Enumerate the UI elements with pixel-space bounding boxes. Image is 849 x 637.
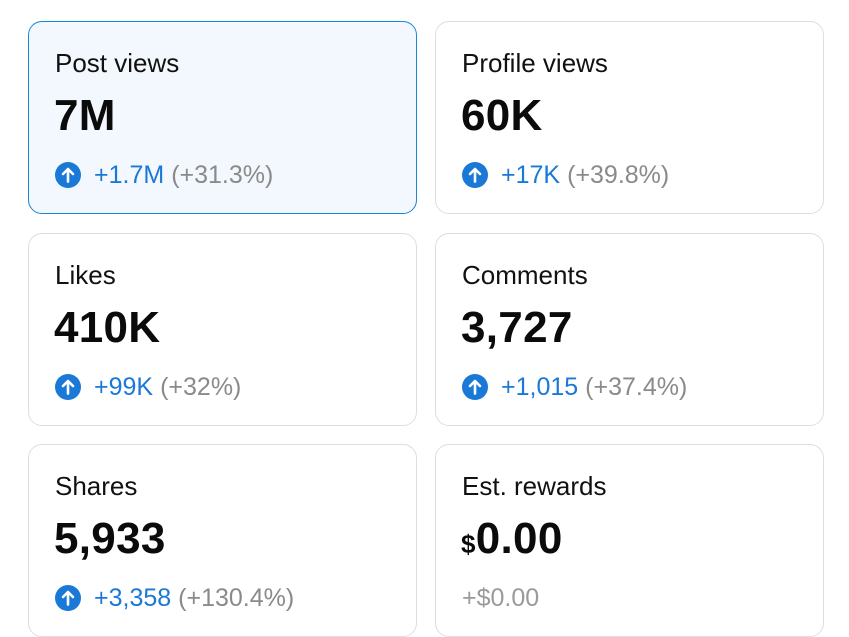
stat-card-est-rewards[interactable]: Est. rewards $0.00 +$0.00	[435, 444, 824, 637]
stat-label: Profile views	[462, 48, 608, 78]
stat-delta: +99K (+32%)	[55, 372, 241, 402]
arrow-up-circle-icon	[462, 162, 488, 188]
stat-value: 410K	[54, 303, 161, 352]
stat-delta-absolute: +1.7M	[94, 160, 165, 189]
stat-delta-percent: (+31.3%)	[171, 160, 274, 189]
stat-label: Shares	[55, 471, 138, 501]
stat-value: 3,727	[461, 303, 573, 352]
stat-delta-percent: (+37.4%)	[585, 372, 688, 401]
stat-delta-absolute: +$0.00	[462, 583, 540, 612]
stat-delta: +1,015 (+37.4%)	[462, 372, 687, 402]
stat-delta-percent: (+39.8%)	[567, 160, 670, 189]
stat-delta-absolute: +99K	[94, 372, 154, 401]
stat-value: 5,933	[54, 514, 166, 563]
currency-symbol: $	[461, 529, 476, 559]
stat-value: 60K	[461, 91, 543, 140]
stat-delta: +$0.00	[462, 583, 539, 613]
stat-delta-percent: (+130.4%)	[178, 583, 295, 612]
arrow-up-circle-icon	[55, 374, 81, 400]
stat-value: $0.00	[461, 514, 563, 564]
stat-value-amount: 0.00	[475, 514, 563, 563]
stat-delta-percent: (+32%)	[160, 372, 242, 401]
stat-label: Likes	[55, 260, 116, 290]
arrow-up-circle-icon	[55, 162, 81, 188]
stat-label: Post views	[55, 48, 180, 78]
stat-delta-absolute: +17K	[501, 160, 561, 189]
stat-delta-absolute: +1,015	[501, 372, 579, 401]
stat-card-likes[interactable]: Likes 410K +99K (+32%)	[28, 233, 417, 426]
stat-card-profile-views[interactable]: Profile views 60K +17K (+39.8%)	[435, 21, 824, 214]
stat-delta: +17K (+39.8%)	[462, 160, 669, 190]
stat-value: 7M	[54, 91, 116, 140]
stat-label: Comments	[462, 260, 588, 290]
arrow-up-circle-icon	[462, 374, 488, 400]
stat-label: Est. rewards	[462, 471, 607, 501]
stat-delta: +3,358 (+130.4%)	[55, 583, 294, 613]
arrow-up-circle-icon	[55, 585, 81, 611]
stat-card-post-views[interactable]: Post views 7M +1.7M (+31.3%)	[28, 21, 417, 214]
stat-card-shares[interactable]: Shares 5,933 +3,358 (+130.4%)	[28, 444, 417, 637]
stat-delta: +1.7M (+31.3%)	[55, 160, 273, 190]
stat-card-comments[interactable]: Comments 3,727 +1,015 (+37.4%)	[435, 233, 824, 426]
stat-delta-absolute: +3,358	[94, 583, 172, 612]
